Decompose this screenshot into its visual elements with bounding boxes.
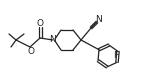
Text: N: N [50, 35, 56, 44]
Text: O: O [37, 18, 44, 27]
Text: O: O [28, 47, 35, 56]
Text: F: F [113, 51, 118, 60]
Text: N: N [95, 15, 101, 23]
